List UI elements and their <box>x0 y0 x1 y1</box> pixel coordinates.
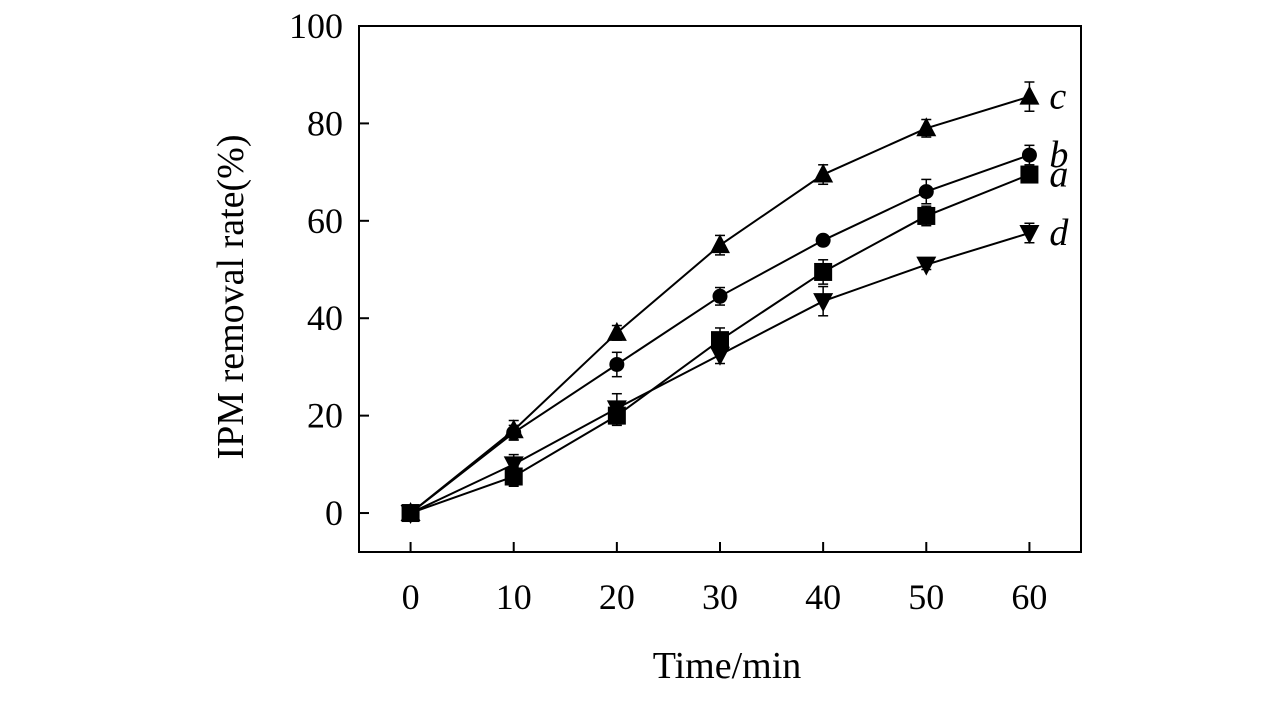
x-tick-label: 40 <box>805 577 841 617</box>
y-tick-label: 60 <box>307 201 343 241</box>
data-point-a <box>814 262 833 281</box>
series-group <box>400 81 1040 525</box>
series-d-line <box>410 232 1030 514</box>
y-tick-label: 100 <box>289 6 343 46</box>
data-point-b <box>815 232 831 248</box>
data-point-d <box>813 293 834 313</box>
data-point-c <box>606 321 627 341</box>
series-label-c: c <box>1049 76 1066 118</box>
data-point-a <box>917 206 936 225</box>
x-tick-label: 30 <box>702 577 738 617</box>
data-point-b <box>918 184 934 200</box>
y-tick-label: 80 <box>307 103 343 143</box>
data-point-d <box>916 256 937 276</box>
data-point-c <box>916 117 937 137</box>
y-tick-label: 20 <box>307 396 343 436</box>
y-tick-label: 40 <box>307 298 343 338</box>
x-axis-title: Time/min <box>653 645 802 687</box>
x-tick-label: 0 <box>402 577 420 617</box>
y-axis-title: IPM removal rate(%) <box>210 135 252 460</box>
series-a <box>401 165 1039 523</box>
series-label-b: b <box>1049 134 1068 176</box>
data-point-b <box>609 356 625 372</box>
y-tick-label: 0 <box>325 493 343 533</box>
data-point-c <box>1019 85 1040 105</box>
data-point-c <box>813 163 834 183</box>
x-tick-label: 10 <box>496 577 532 617</box>
x-tick-label: 20 <box>599 577 635 617</box>
data-point-c <box>503 419 524 439</box>
data-point-a <box>1020 165 1039 184</box>
data-point-b <box>1021 147 1037 163</box>
x-tick-label: 50 <box>908 577 944 617</box>
data-point-d <box>400 505 421 525</box>
data-point-d <box>503 456 524 476</box>
data-point-b <box>712 288 728 304</box>
series-d <box>400 222 1040 525</box>
data-point-c <box>710 234 730 254</box>
data-point-a <box>711 331 729 350</box>
series-c <box>400 81 1040 522</box>
x-tick-label: 60 <box>1011 577 1047 617</box>
data-point-d <box>710 346 730 366</box>
data-point-a <box>504 467 523 486</box>
ticks: 0 20 40 60 80 100 0 10 20 30 40 50 60 <box>289 6 1047 617</box>
series-labels: abc d <box>1049 76 1069 254</box>
series-label-a: a <box>1049 154 1068 196</box>
series-label-d: d <box>1049 212 1069 254</box>
data-point-d <box>1019 224 1040 244</box>
data-point-d <box>606 400 627 420</box>
